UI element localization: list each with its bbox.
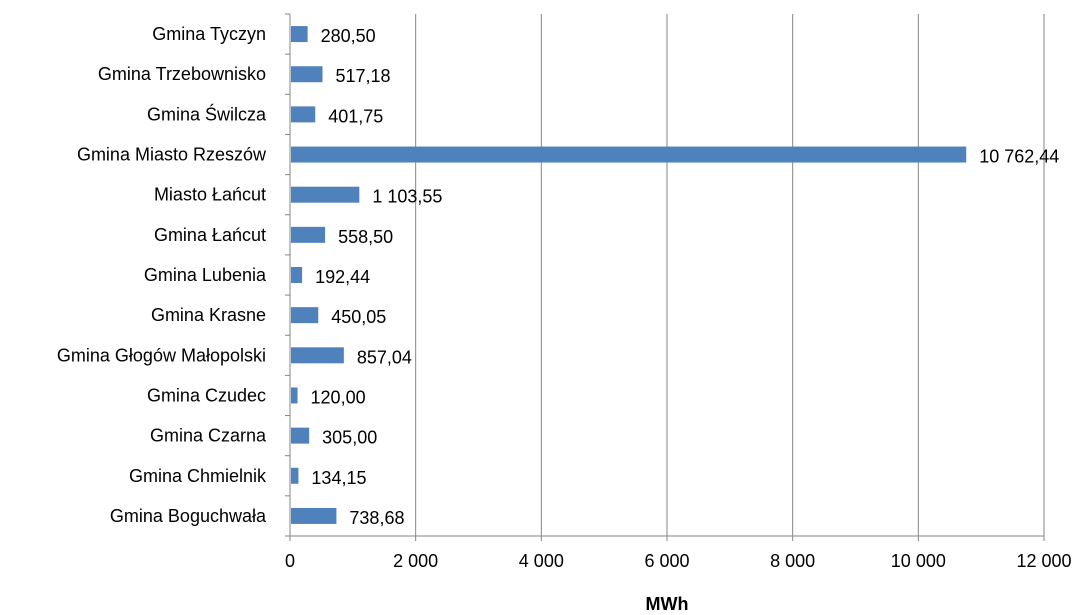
- bar: [291, 146, 967, 163]
- category-label: Gmina Miasto Rzeszów: [77, 145, 267, 165]
- category-labels: Gmina Tyczyn Gmina Trzebownisko Gmina Świl…: [57, 24, 267, 526]
- bar: [291, 186, 360, 203]
- category-label: Gmina Chmielnik: [129, 466, 267, 486]
- bar: [291, 106, 316, 123]
- gridlines: [415, 14, 1045, 536]
- data-label: 401,75: [328, 106, 383, 126]
- category-label: Miasto Łańcut: [154, 185, 266, 205]
- bar: [291, 267, 303, 283]
- bar: [291, 66, 323, 83]
- category-label: Gmina Trzebownisko: [98, 64, 266, 84]
- bar: [291, 507, 337, 524]
- bar: [291, 387, 298, 404]
- data-label: 517,18: [335, 66, 390, 86]
- data-label: 10 762,44: [979, 147, 1059, 167]
- x-tick-label: 6 000: [644, 551, 689, 571]
- data-label: 1 103,55: [372, 187, 442, 207]
- category-label: Gmina Boguchwała: [110, 506, 267, 526]
- bar: [291, 347, 344, 364]
- x-tick-label: 4 000: [519, 551, 564, 571]
- category-label: Gmina Głogów Małopolski: [57, 345, 266, 365]
- bar: [291, 467, 299, 484]
- x-tick-label: 2 000: [393, 551, 438, 571]
- data-label: 738,68: [349, 508, 404, 528]
- x-axis-title: MWh: [646, 594, 689, 614]
- bars: [291, 26, 967, 524]
- bar: [291, 226, 326, 243]
- bar: [291, 427, 310, 444]
- category-label: Gmina Czudec: [147, 385, 266, 405]
- data-label: 280,50: [321, 26, 376, 46]
- x-tick-label: 0: [285, 551, 295, 571]
- bar: [291, 26, 308, 43]
- data-labels: 280,50 517,18 401,75 10 762,44 1 103,55 558,5…: [311, 26, 1060, 528]
- category-label: Gmina Łańcut: [154, 225, 266, 245]
- x-tick-label: 12 000: [1016, 551, 1071, 571]
- category-label: Gmina Krasne: [151, 305, 266, 325]
- category-label: Gmina Tyczyn: [152, 24, 266, 44]
- data-label: 450,05: [331, 307, 386, 327]
- category-label: Gmina Świlcza: [147, 103, 267, 124]
- category-label: Gmina Lubenia: [144, 265, 267, 285]
- x-tick-label: 8 000: [770, 551, 815, 571]
- data-label: 305,00: [322, 428, 377, 448]
- data-label: 857,04: [357, 347, 412, 367]
- bar: [291, 307, 319, 324]
- axes: [285, 13, 1045, 541]
- data-label: 558,50: [338, 227, 393, 247]
- data-label: 134,15: [311, 468, 366, 488]
- data-label: 192,44: [315, 267, 370, 287]
- x-tick-label: 10 000: [891, 551, 946, 571]
- category-label: Gmina Czarna: [150, 426, 267, 446]
- data-label: 120,00: [311, 387, 366, 407]
- x-tick-labels: 0 2 000 4 000 6 000 8 000 10 000 12 000: [285, 551, 1072, 571]
